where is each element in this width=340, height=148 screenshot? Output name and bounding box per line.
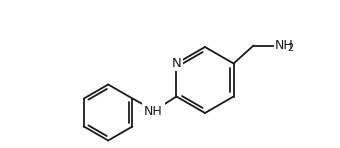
Text: 2: 2 [287, 43, 293, 53]
Text: NH: NH [275, 38, 293, 52]
Text: N: N [172, 57, 181, 70]
Text: NH: NH [144, 105, 163, 118]
